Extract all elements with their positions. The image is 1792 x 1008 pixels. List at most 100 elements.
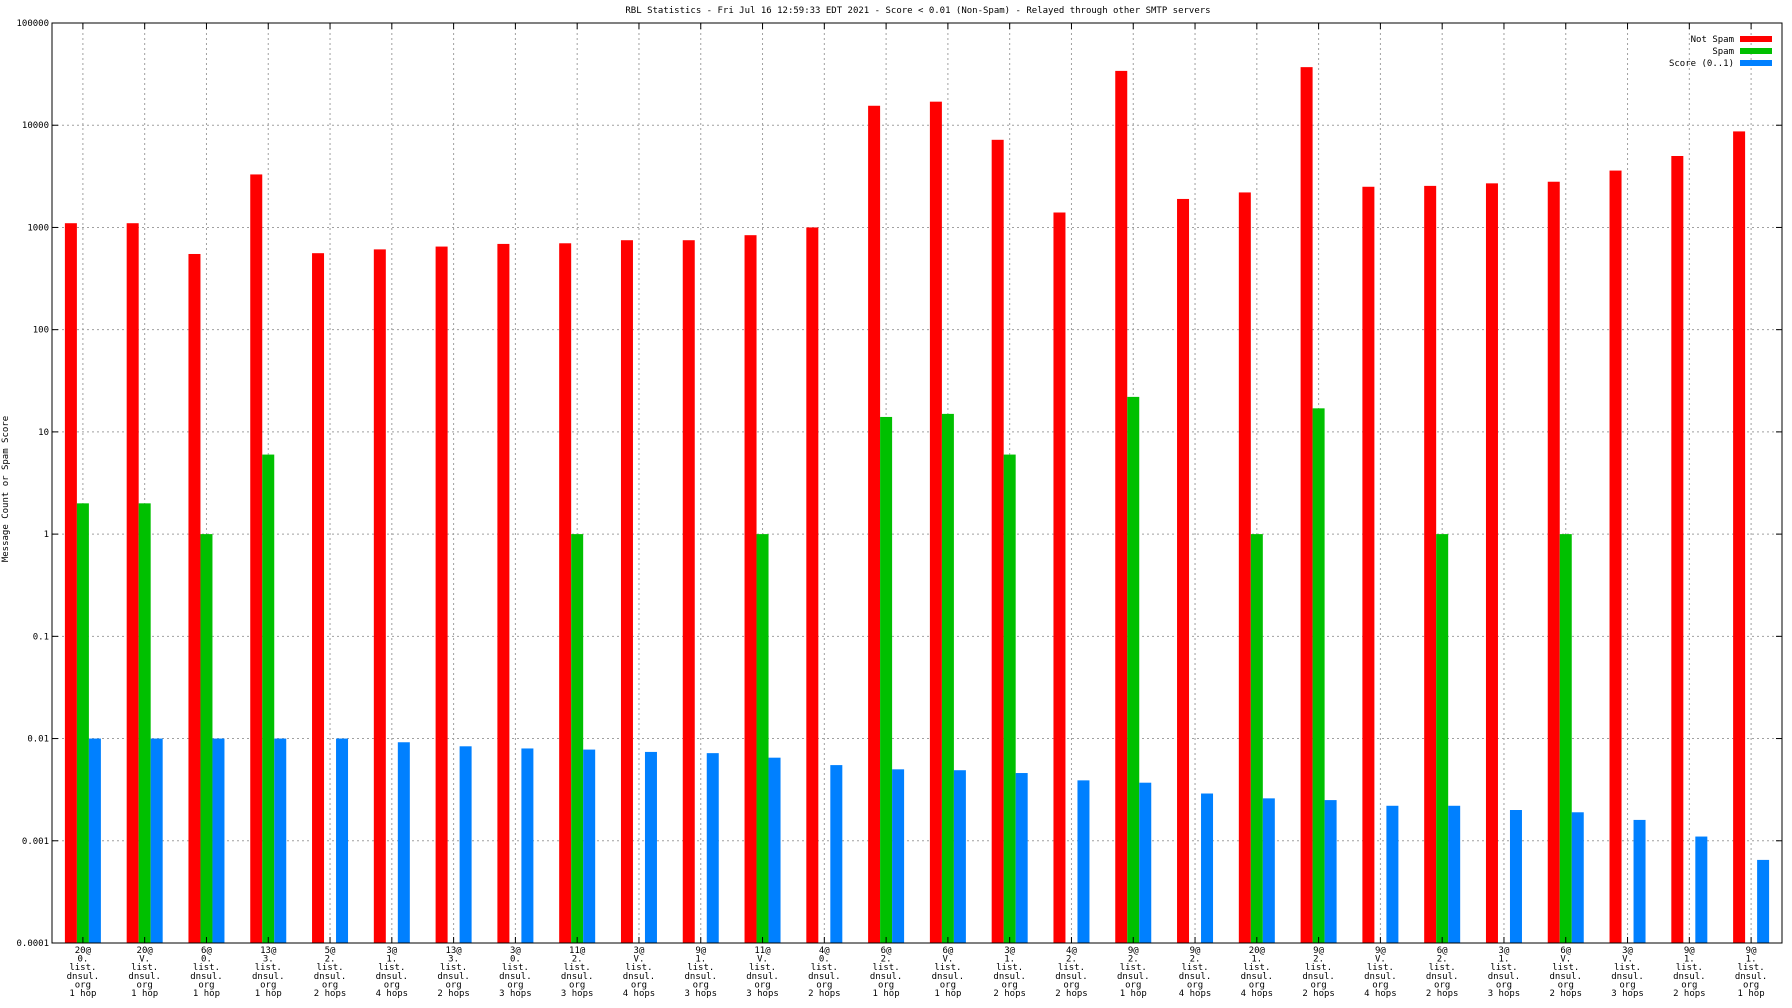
bar-not-spam	[1424, 185, 1437, 943]
x-tick-label: 3@	[510, 946, 521, 956]
x-tick-label: 2 hops	[1673, 989, 1706, 999]
bar-score-0-1	[336, 738, 349, 943]
x-tick-label: 20@	[75, 946, 92, 956]
x-tick-label: list.	[1429, 963, 1456, 973]
x-tick-label: 1.	[1499, 955, 1510, 965]
bar-spam	[1127, 396, 1140, 943]
x-tick-label: 2.	[881, 955, 892, 965]
x-tick-label: 2 hops	[1426, 989, 1459, 999]
bar-spam	[1312, 408, 1325, 943]
x-tick-label: dnsul.	[684, 972, 717, 982]
x-tick-label: dnsul.	[746, 972, 779, 982]
bar-not-spam	[1238, 192, 1251, 944]
x-tick-label: dnsul.	[1426, 972, 1459, 982]
x-tick-label: 1 hop	[873, 989, 900, 999]
x-tick-label: 0.	[77, 955, 88, 965]
bar-not-spam	[1053, 212, 1066, 944]
bar-score-0-1	[1448, 805, 1461, 943]
legend: Not Spam Spam Score (0..1)	[1669, 35, 1772, 69]
x-tick-label: list.	[996, 963, 1023, 973]
x-tick-label: 3 hops	[1611, 989, 1644, 999]
x-tick-label: dnsul.	[1179, 972, 1212, 982]
x-tick-label: 9@	[1684, 946, 1695, 956]
y-tick-label: 0.1	[33, 632, 49, 642]
bar-score-0-1	[521, 748, 534, 943]
x-tick-label: org	[1310, 980, 1326, 990]
legend-swatch	[1740, 48, 1772, 54]
bar-score-0-1	[1201, 793, 1214, 943]
x-tick-label: list.	[934, 963, 961, 973]
x-tick-label: list.	[378, 963, 405, 973]
legend-swatch	[1740, 60, 1772, 66]
bar-not-spam	[1671, 155, 1684, 944]
x-tick-label: org	[754, 980, 770, 990]
x-tick-label: dnsul.	[499, 972, 532, 982]
x-tick-label: 1.	[1684, 955, 1695, 965]
x-tick-label: list.	[1676, 963, 1703, 973]
x-tick-label: list.	[1243, 963, 1270, 973]
x-tick-label: 11@	[754, 946, 771, 956]
x-tick-label: org	[878, 980, 894, 990]
x-tick-label: 13@	[445, 946, 462, 956]
bar-not-spam	[559, 243, 572, 943]
x-tick-label: org	[1619, 980, 1635, 990]
x-tick-label: 1 hop	[131, 989, 158, 999]
bar-not-spam	[1485, 183, 1498, 943]
bar-spam	[1003, 454, 1016, 943]
x-tick-label: dnsul.	[67, 972, 100, 982]
x-tick-label: org	[1372, 980, 1388, 990]
x-tick-label: 4@	[1066, 946, 1077, 956]
x-tick-label: 4 hops	[376, 989, 409, 999]
x-tick-label: org	[137, 980, 153, 990]
x-tick-label: 3.	[263, 955, 274, 965]
bar-spam	[138, 503, 151, 943]
x-tick-label: 20@	[1249, 946, 1266, 956]
x-tick-label: V.	[942, 955, 953, 965]
y-tick-label: 0.01	[27, 735, 49, 745]
bar-spam	[941, 413, 954, 944]
x-tick-label: 6@	[1560, 946, 1571, 956]
bar-not-spam	[744, 235, 757, 943]
plot-border	[51, 22, 1783, 944]
x-tick-label: 4 hops	[1241, 989, 1274, 999]
x-tick-label: 2.	[572, 955, 583, 965]
bar-score-0-1	[1077, 780, 1090, 943]
x-tick-label: 4@	[819, 946, 830, 956]
x-tick-label: V.	[1560, 955, 1571, 965]
bar-not-spam	[188, 253, 201, 943]
bar-spam	[1250, 534, 1263, 943]
x-tick-label: org	[1187, 980, 1203, 990]
x-tick-label: 3@	[1622, 946, 1633, 956]
x-tick-label: 1 hop	[1738, 989, 1765, 999]
x-tick-label: 1.	[1746, 955, 1757, 965]
x-tick-label: 2 hops	[437, 989, 470, 999]
x-tick-label: org	[198, 980, 214, 990]
x-tick-label: 9@	[695, 946, 706, 956]
x-tick-label: 3@	[1499, 946, 1510, 956]
x-tick-label: list.	[1058, 963, 1085, 973]
bar-not-spam	[991, 139, 1004, 943]
x-tick-label: 13@	[260, 946, 277, 956]
x-tick-label: dnsul.	[1735, 972, 1768, 982]
x-tick-label: 5@	[325, 946, 336, 956]
x-tick-label: org	[569, 980, 585, 990]
x-tick-label: list.	[1305, 963, 1332, 973]
x-tick-label: V.	[757, 955, 768, 965]
x-tick-label: list.	[1120, 963, 1147, 973]
x-tick-label: 6@	[201, 946, 212, 956]
x-tick-label: list.	[131, 963, 158, 973]
x-tick-label: dnsul.	[808, 972, 841, 982]
x-tick-label: V.	[1622, 955, 1633, 965]
x-tick-label: dnsul.	[314, 972, 347, 982]
bar-spam	[76, 503, 89, 943]
x-tick-label: 3 hops	[746, 989, 779, 999]
x-tick-label: 1 hop	[934, 989, 961, 999]
x-tick-label: list.	[564, 963, 591, 973]
bar-score-0-1	[1386, 805, 1399, 943]
x-tick-label: 2 hops	[1055, 989, 1088, 999]
bar-score-0-1	[1262, 798, 1275, 943]
x-tick-label: 0.	[819, 955, 830, 965]
x-tick-label: 4 hops	[623, 989, 656, 999]
x-tick-label: list.	[873, 963, 900, 973]
x-tick-label: dnsul.	[993, 972, 1026, 982]
